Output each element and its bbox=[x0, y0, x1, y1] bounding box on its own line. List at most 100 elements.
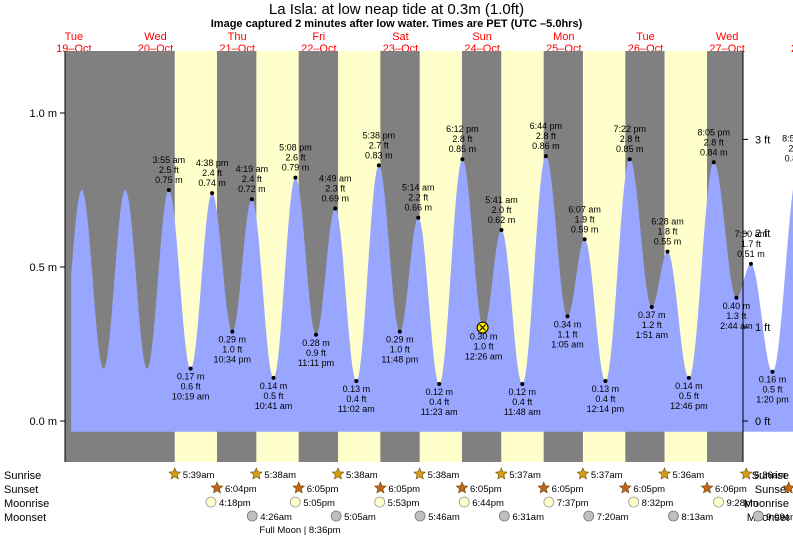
tide-time-label: 12:14 pm bbox=[587, 404, 625, 414]
sunrise-icon bbox=[249, 467, 263, 480]
tide-time-label: 4:38 pm bbox=[196, 158, 229, 168]
day-name-label: Wed bbox=[716, 31, 738, 43]
tide-time-label: 11:02 am bbox=[338, 404, 375, 414]
tide-meter-label: 0.83 m bbox=[365, 150, 393, 160]
day-name-label: Sat bbox=[392, 31, 409, 43]
tide-time-label: 11:11 pm bbox=[298, 358, 334, 368]
tide-meter-label: 0.29 m bbox=[219, 335, 247, 345]
tide-time-label: 6:44 pm bbox=[530, 121, 563, 131]
tide-point bbox=[293, 175, 298, 180]
moonset-icon bbox=[752, 510, 764, 522]
tide-point bbox=[603, 378, 608, 383]
moonset-time: 4:26am bbox=[260, 512, 292, 523]
tide-point bbox=[711, 160, 716, 165]
tide-meter-label: 0.85 m bbox=[616, 144, 644, 154]
tide-water-area bbox=[71, 156, 793, 432]
moonset-icon bbox=[414, 510, 426, 522]
sunset-icon bbox=[782, 481, 793, 494]
tide-time-label: 5:38 pm bbox=[363, 130, 396, 140]
feet-tick-label: 0 ft bbox=[755, 416, 770, 428]
tide-meter-label: 0.51 m bbox=[737, 249, 765, 259]
tide-meter-label: 0.82 m bbox=[785, 153, 793, 163]
tide-meter-label: 0.34 m bbox=[554, 319, 582, 329]
tide-time-label: 8:05 pm bbox=[698, 127, 731, 137]
day-name-label: Mon bbox=[553, 31, 574, 43]
tide-meter-label: 0.72 m bbox=[238, 184, 266, 194]
sunset-icon bbox=[537, 481, 551, 494]
sunset-icon bbox=[455, 481, 469, 494]
tide-point bbox=[376, 163, 381, 168]
tide-meter-label: 0.62 m bbox=[488, 215, 516, 225]
moonset-time: 8:13am bbox=[681, 512, 713, 523]
sunset-row-label-left: Sunset bbox=[4, 484, 38, 496]
tide-time-label: 5:14 am bbox=[402, 183, 435, 193]
tide-feet-label: 1.8 ft bbox=[657, 227, 678, 237]
moonset-time: 9:09am bbox=[766, 512, 793, 523]
tide-point bbox=[748, 261, 753, 266]
tide-meter-label: 0.79 m bbox=[282, 163, 310, 173]
tide-feet-label: 0.5 ft bbox=[679, 391, 700, 401]
tide-feet-label: 2.5 ft bbox=[159, 165, 180, 175]
sunrise-time: 5:37am bbox=[591, 470, 623, 481]
tide-meter-label: 0.12 m bbox=[425, 387, 453, 397]
tide-point bbox=[210, 191, 215, 196]
tide-feet-label: 0.6 ft bbox=[181, 382, 202, 392]
tide-time-label: 4:19 am bbox=[236, 164, 269, 174]
sunrise-row-label-left: Sunrise bbox=[4, 470, 41, 482]
tide-meter-label: 0.17 m bbox=[177, 372, 205, 382]
tide-meter-label: 0.85 m bbox=[449, 144, 477, 154]
tide-feet-label: 2.7 ft bbox=[788, 143, 793, 153]
sunrise-time: 5:37am bbox=[509, 470, 541, 481]
tide-feet-label: 0.9 ft bbox=[306, 348, 327, 358]
moonrise-time: 7:37pm bbox=[557, 498, 589, 509]
sunset-time: 6:05pm bbox=[307, 484, 339, 495]
moonrise-row-label-right: Moonrise bbox=[744, 498, 789, 510]
sunrise-icon bbox=[494, 467, 508, 480]
tide-point bbox=[649, 305, 654, 310]
moonset-icon bbox=[668, 510, 679, 522]
feet-tick-label: 3 ft bbox=[755, 134, 770, 146]
sunset-row-label-right: Sunset bbox=[755, 484, 789, 496]
moonset-time: 5:05am bbox=[344, 512, 376, 523]
moonrise-icon bbox=[628, 496, 640, 508]
day-name-label: Fri bbox=[312, 31, 325, 43]
tide-point bbox=[770, 369, 775, 374]
tide-point bbox=[460, 157, 465, 162]
sunrise-time: 5:36am bbox=[673, 470, 705, 481]
tide-feet-label: 1.1 ft bbox=[557, 329, 578, 339]
tide-point bbox=[230, 329, 235, 334]
tide-time-label: 12:46 pm bbox=[670, 401, 708, 411]
day-name-label: Wed bbox=[144, 31, 166, 43]
tide-feet-label: 2.4 ft bbox=[202, 168, 223, 178]
tide-time-label: 11:48 am bbox=[504, 407, 541, 417]
sunrise-icon bbox=[413, 467, 427, 480]
tide-time-label: 1:51 am bbox=[635, 330, 668, 340]
sunset-icon bbox=[618, 481, 632, 494]
tide-meter-label: 0.86 m bbox=[532, 141, 560, 151]
tide-meter-label: 0.12 m bbox=[509, 387, 537, 397]
tide-time-label: 2:44 am bbox=[720, 321, 753, 331]
tide-time-label: 7:22 pm bbox=[613, 124, 646, 134]
tide-meter-label: 0.74 m bbox=[198, 178, 226, 188]
moonrise-icon bbox=[289, 496, 301, 508]
sunset-icon bbox=[292, 481, 306, 494]
tide-time-label: 12:26 am bbox=[465, 352, 503, 362]
moonrise-icon bbox=[458, 496, 470, 508]
full-moon-note: Full Moon | 8:36pm bbox=[259, 525, 340, 536]
tide-point bbox=[543, 154, 548, 159]
sunrise-time: 5:36am bbox=[754, 470, 786, 481]
tide-feet-label: 2.8 ft bbox=[620, 134, 641, 144]
day-name-label: Tue bbox=[636, 31, 655, 43]
feet-tick-label: 2 ft bbox=[755, 228, 770, 240]
tide-meter-label: 0.75 m bbox=[155, 175, 183, 185]
sunset-time: 6:05pm bbox=[470, 484, 502, 495]
tide-feet-label: 0.4 ft bbox=[429, 397, 450, 407]
tide-feet-label: 1.0 ft bbox=[390, 345, 411, 355]
sunrise-time: 5:39am bbox=[183, 470, 215, 481]
current-level-cross bbox=[479, 324, 486, 331]
moonset-icon bbox=[498, 510, 510, 522]
tide-feet-label: 2.8 ft bbox=[536, 131, 557, 141]
tide-point bbox=[437, 382, 442, 387]
tide-meter-label: 0.69 m bbox=[321, 193, 349, 203]
